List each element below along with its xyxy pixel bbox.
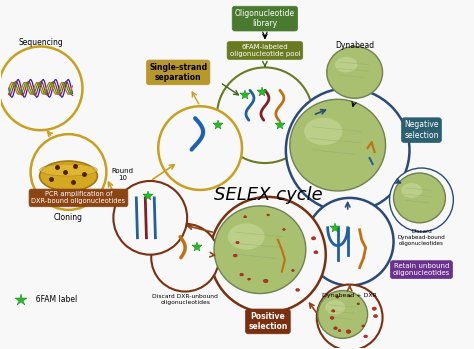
Ellipse shape <box>327 46 383 98</box>
Text: Discard
Dynabead-bound
oligonucleotides: Discard Dynabead-bound oligonucleotides <box>398 229 446 246</box>
Ellipse shape <box>364 335 368 338</box>
Text: SELEX cycle: SELEX cycle <box>213 186 322 204</box>
Ellipse shape <box>40 164 98 176</box>
Ellipse shape <box>335 57 357 72</box>
Circle shape <box>151 224 219 291</box>
Ellipse shape <box>346 330 351 333</box>
Circle shape <box>158 106 242 190</box>
Text: Cloning: Cloning <box>54 213 83 222</box>
Ellipse shape <box>236 242 239 244</box>
Ellipse shape <box>296 289 300 291</box>
Ellipse shape <box>214 206 306 294</box>
Ellipse shape <box>374 314 378 318</box>
Text: Sequencing: Sequencing <box>18 38 63 47</box>
Ellipse shape <box>334 327 337 329</box>
Ellipse shape <box>233 254 237 257</box>
Text: Discard DXR-unbound
oligonucleotides: Discard DXR-unbound oligonucleotides <box>152 294 218 305</box>
Circle shape <box>317 284 383 349</box>
Text: Negative
selection: Negative selection <box>404 120 439 140</box>
Ellipse shape <box>314 251 318 254</box>
Circle shape <box>0 46 82 130</box>
Circle shape <box>306 198 393 285</box>
Ellipse shape <box>228 223 264 250</box>
Text: 6FAM label: 6FAM label <box>31 295 77 304</box>
Text: Dynabead: Dynabead <box>335 41 374 50</box>
Ellipse shape <box>318 290 368 338</box>
Ellipse shape <box>338 329 341 332</box>
Ellipse shape <box>336 296 339 298</box>
Ellipse shape <box>292 269 294 272</box>
Circle shape <box>113 181 187 255</box>
Text: PCR amplification of
DXR-bound oligonucleotides: PCR amplification of DXR-bound oligonucl… <box>31 191 126 205</box>
Circle shape <box>210 197 326 312</box>
Circle shape <box>286 88 410 212</box>
Ellipse shape <box>348 295 351 297</box>
Ellipse shape <box>283 229 285 230</box>
Text: Retain unbound
oligonucleotides: Retain unbound oligonucleotides <box>393 263 450 276</box>
Ellipse shape <box>244 216 246 218</box>
Text: 6FAM-labeled
oligonucleotide pool: 6FAM-labeled oligonucleotide pool <box>229 44 301 57</box>
Circle shape <box>31 134 106 210</box>
Ellipse shape <box>311 237 316 240</box>
Circle shape <box>217 67 313 163</box>
Ellipse shape <box>304 118 343 145</box>
Text: Positive
selection: Positive selection <box>248 312 288 331</box>
Ellipse shape <box>401 183 422 198</box>
Ellipse shape <box>325 300 345 314</box>
Ellipse shape <box>264 279 268 283</box>
Ellipse shape <box>290 99 385 191</box>
Text: Dynabead + DXR: Dynabead + DXR <box>322 293 377 298</box>
Text: Oligonucleotide
library: Oligonucleotide library <box>235 9 295 28</box>
Ellipse shape <box>240 273 244 276</box>
Ellipse shape <box>393 173 446 223</box>
Ellipse shape <box>267 214 269 216</box>
Ellipse shape <box>362 325 365 327</box>
Ellipse shape <box>357 303 360 305</box>
Ellipse shape <box>40 161 98 191</box>
Circle shape <box>390 168 453 232</box>
Ellipse shape <box>330 317 334 319</box>
Ellipse shape <box>372 307 376 310</box>
Ellipse shape <box>247 278 250 280</box>
Text: Single-strand
separation: Single-strand separation <box>149 63 207 82</box>
Ellipse shape <box>332 310 335 312</box>
Text: Round
10: Round 10 <box>111 169 133 181</box>
